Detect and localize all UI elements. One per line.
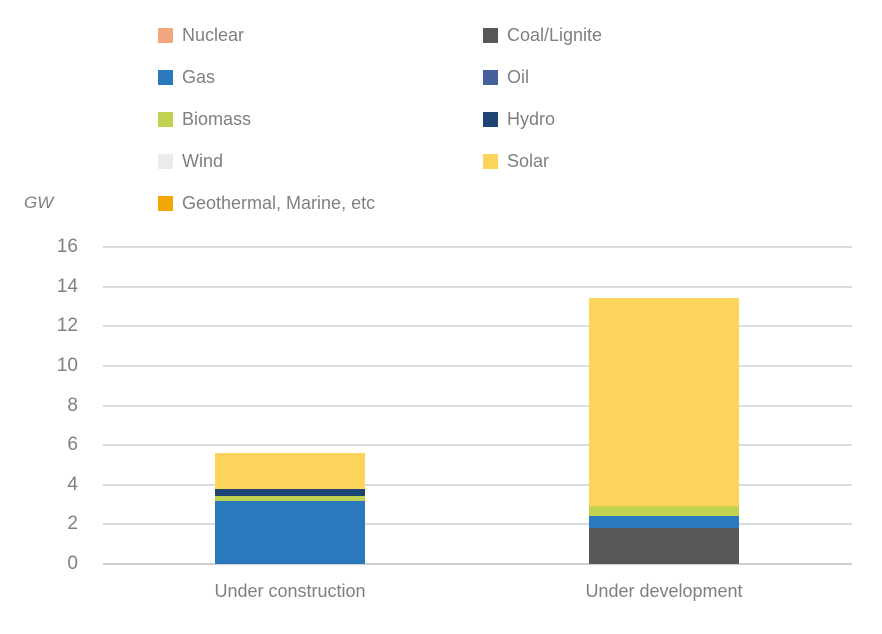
y-axis-unit-label: GW — [24, 193, 54, 212]
gridline-16 — [103, 246, 852, 248]
gridline-2 — [103, 523, 852, 526]
legend-label-solar: Solar — [507, 151, 550, 171]
gridline-12 — [103, 325, 852, 328]
gridline-10 — [103, 364, 852, 367]
y-axis-tick-14: 14 — [56, 275, 78, 297]
gridline-0 — [103, 563, 852, 565]
legend-swatch-solar-icon — [483, 153, 498, 169]
legend-swatch-coal-lignite-icon — [483, 27, 498, 43]
legend-swatch-hydro-icon — [483, 111, 498, 127]
bar-under-construction — [215, 247, 365, 564]
plot-area — [103, 246, 852, 565]
legend-label-gas: Gas — [182, 67, 216, 87]
legend-label-wind: Wind — [182, 151, 224, 171]
legend-swatch-geothermal-marine-etc-icon — [158, 195, 173, 211]
gridline-14 — [103, 285, 852, 288]
legend-item-oil: Oil — [483, 56, 602, 98]
y-axis-tick-0: 0 — [67, 553, 78, 574]
legend-item-hydro: Hydro — [483, 98, 602, 140]
y-axis-tick-16: 16 — [56, 236, 78, 257]
legend-item-geothermal-marine-etc: Geothermal, Marine, etc — [158, 182, 483, 224]
bar-segment-solar-under-construction — [215, 453, 365, 489]
x-axis-label-under-construction: Under construction — [214, 581, 366, 601]
legend-item-nuclear: Nuclear — [158, 14, 483, 56]
legend-label-hydro: Hydro — [507, 109, 556, 129]
legend-swatch-oil-icon — [483, 69, 498, 85]
chart-legend: Nuclear Coal/Lignite Gas Oil Biomass Hydro Win… — [158, 14, 602, 224]
legend-swatch-gas-icon — [158, 69, 173, 85]
legend-label-coal-lignite: Coal/Lignite — [507, 25, 603, 45]
legend-swatch-biomass-icon — [158, 111, 173, 127]
legend-swatch-nuclear-icon — [158, 27, 173, 43]
legend-item-coal-lignite: Coal/Lignite — [483, 14, 602, 56]
gridline-8 — [103, 404, 852, 407]
bar-segment-hydro-under-construction — [215, 488, 365, 496]
bar-segment-coal-lignite-under-development — [589, 528, 739, 564]
legend-item-gas: Gas — [158, 56, 483, 98]
gridline-6 — [103, 444, 852, 447]
bar-segment-biomass-under-development — [589, 505, 739, 517]
legend-label-nuclear: Nuclear — [182, 25, 245, 45]
bar-segment-gas-under-development — [589, 516, 739, 529]
legend-item-solar: Solar — [483, 140, 602, 182]
legend-label-geothermal-marine-etc: Geothermal, Marine, etc — [182, 193, 376, 213]
legend-item-wind: Wind — [158, 140, 483, 182]
y-axis-tick-10: 10 — [56, 354, 78, 376]
legend-label-oil: Oil — [507, 67, 529, 87]
y-axis-tick-12: 12 — [56, 315, 78, 337]
bar-segment-gas-under-construction — [215, 500, 365, 564]
legend-item-biomass: Biomass — [158, 98, 483, 140]
x-axis-label-under-development: Under development — [585, 581, 743, 601]
y-axis-tick-4: 4 — [67, 473, 78, 495]
gridline-4 — [103, 483, 852, 486]
bar-segment-biomass-under-construction — [215, 495, 365, 501]
y-axis-tick-6: 6 — [67, 434, 78, 456]
bar-under-development — [589, 247, 739, 564]
y-axis-tick-2: 2 — [67, 513, 78, 535]
y-axis-tick-8: 8 — [67, 394, 78, 416]
legend-label-biomass: Biomass — [182, 109, 252, 129]
legend-swatch-wind-icon — [158, 153, 173, 169]
bar-segment-solar-under-development — [589, 297, 739, 506]
